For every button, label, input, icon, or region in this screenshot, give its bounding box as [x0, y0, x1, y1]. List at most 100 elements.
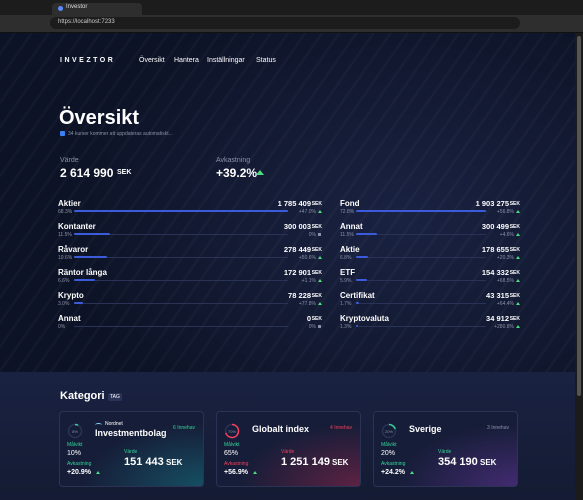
- nav-link[interactable]: Status: [256, 57, 276, 64]
- row-value: 0: [306, 314, 311, 323]
- return: +56.9%: [224, 469, 248, 476]
- bar-track: [356, 234, 486, 235]
- row-value: 172 901: [283, 268, 311, 277]
- address-bar[interactable]: [50, 17, 520, 29]
- target-label: Målvikt: [224, 442, 240, 448]
- row-return: +47.0%: [298, 209, 316, 215]
- category-card[interactable]: [216, 411, 361, 487]
- up-arrow: [516, 279, 520, 282]
- row-return: 0%: [308, 324, 316, 330]
- share-bar: [356, 233, 377, 235]
- row-share: 0%: [58, 324, 66, 330]
- row-value: 278 449: [283, 245, 311, 254]
- info-icon: [60, 131, 65, 136]
- holdings: 4 Innehav: [330, 425, 352, 431]
- ring-label: 8%: [72, 429, 78, 434]
- category-card[interactable]: [373, 411, 518, 487]
- up-arrow: [516, 302, 520, 305]
- ring-progress: [224, 423, 240, 439]
- row-name: Kryptovaluta: [340, 314, 389, 323]
- url: https://localhost:7233: [58, 19, 115, 25]
- row-return: +64.4%: [496, 301, 514, 307]
- row-return: +50.6%: [298, 255, 316, 261]
- row-share: 5.9%: [340, 278, 352, 284]
- row-name: Certifikat: [340, 291, 375, 300]
- bar-track: [74, 280, 288, 281]
- row-name: Råvaror: [58, 245, 89, 254]
- scrollbar-thumb[interactable]: [577, 36, 581, 396]
- holdings: 3 Innehav: [487, 425, 509, 431]
- row-value: 1 785 409: [277, 199, 311, 208]
- up-arrow: [256, 170, 264, 175]
- bar-track: [74, 303, 288, 304]
- row-value: 300 003: [283, 222, 311, 231]
- row-share: 3.0%: [58, 301, 70, 307]
- value: 1 251 149: [281, 456, 330, 468]
- tab-icon: [58, 6, 63, 11]
- up-arrow: [516, 256, 520, 259]
- row-name: Kontanter: [58, 222, 96, 231]
- up-arrow: [253, 471, 257, 474]
- flat-icon: [318, 233, 321, 236]
- return: +20.9%: [67, 469, 91, 476]
- row-return: +77.8%: [298, 301, 316, 307]
- row-return: 0%: [308, 232, 316, 238]
- row-name: Aktie: [340, 245, 360, 254]
- row-value: 1 903 275: [475, 199, 509, 208]
- up-arrow: [96, 471, 100, 474]
- return-label: Avkastning: [381, 461, 406, 467]
- row-name: Annat: [340, 222, 363, 231]
- nav-link[interactable]: Översikt: [139, 57, 165, 64]
- row-return: +280.8%: [494, 324, 514, 330]
- share-bar: [74, 256, 108, 258]
- section-title: Kategori: [60, 390, 105, 402]
- return-label: Avkastning: [67, 461, 92, 467]
- target: 65%: [224, 450, 239, 457]
- return: +24.2%: [381, 469, 405, 476]
- bar-track: [74, 257, 288, 258]
- share-bar: [356, 302, 360, 304]
- row-currency: SEK: [509, 247, 520, 253]
- target-label: Målvikt: [67, 442, 83, 448]
- row-value: 300 499: [481, 222, 509, 231]
- progress-ring: [67, 423, 83, 439]
- currency: SEK: [166, 458, 183, 467]
- up-arrow: [318, 279, 322, 282]
- row-currency: SEK: [509, 270, 520, 276]
- row-currency: SEK: [311, 270, 322, 276]
- page-title: Översikt: [59, 107, 140, 129]
- row-share: 1.3%: [340, 324, 352, 330]
- tab-title: Investor: [66, 4, 88, 10]
- up-arrow: [516, 210, 520, 213]
- value-label: Värde: [281, 449, 295, 455]
- category-card[interactable]: [59, 411, 204, 487]
- row-value: 43 315: [486, 291, 509, 300]
- value-label: Värde: [60, 157, 79, 164]
- badge[interactable]: TAG: [108, 393, 122, 401]
- ring-progress: [381, 423, 397, 439]
- holdings: 6 Innehav: [173, 425, 195, 431]
- bar-track: [74, 326, 288, 327]
- return-label: Avkastning: [224, 461, 249, 467]
- nav-link[interactable]: Inställningar: [207, 57, 245, 64]
- nav-link[interactable]: Hantera: [174, 57, 199, 64]
- logo[interactable]: INVEZTOR: [60, 57, 116, 64]
- row-name: ETF: [340, 268, 356, 277]
- row-share: 11.5%: [340, 232, 354, 238]
- row-share: 10.6%: [58, 255, 73, 261]
- row-return: +68.5%: [496, 278, 514, 284]
- row-name: Räntor långa: [58, 268, 107, 277]
- up-arrow: [318, 256, 322, 259]
- brand: Nordnet: [105, 421, 123, 427]
- up-arrow: [516, 233, 520, 236]
- target-label: Målvikt: [381, 442, 397, 448]
- return-label: Avkastning: [216, 157, 251, 164]
- currency: SEK: [332, 458, 349, 467]
- row-currency: SEK: [311, 316, 322, 322]
- brand-logo: [95, 423, 102, 427]
- row-value: 154 332: [481, 268, 509, 277]
- tab-bar: [0, 0, 583, 15]
- row-return: +4.6%: [499, 232, 514, 238]
- row-value: 78 228: [288, 291, 311, 300]
- tab[interactable]: [52, 3, 142, 15]
